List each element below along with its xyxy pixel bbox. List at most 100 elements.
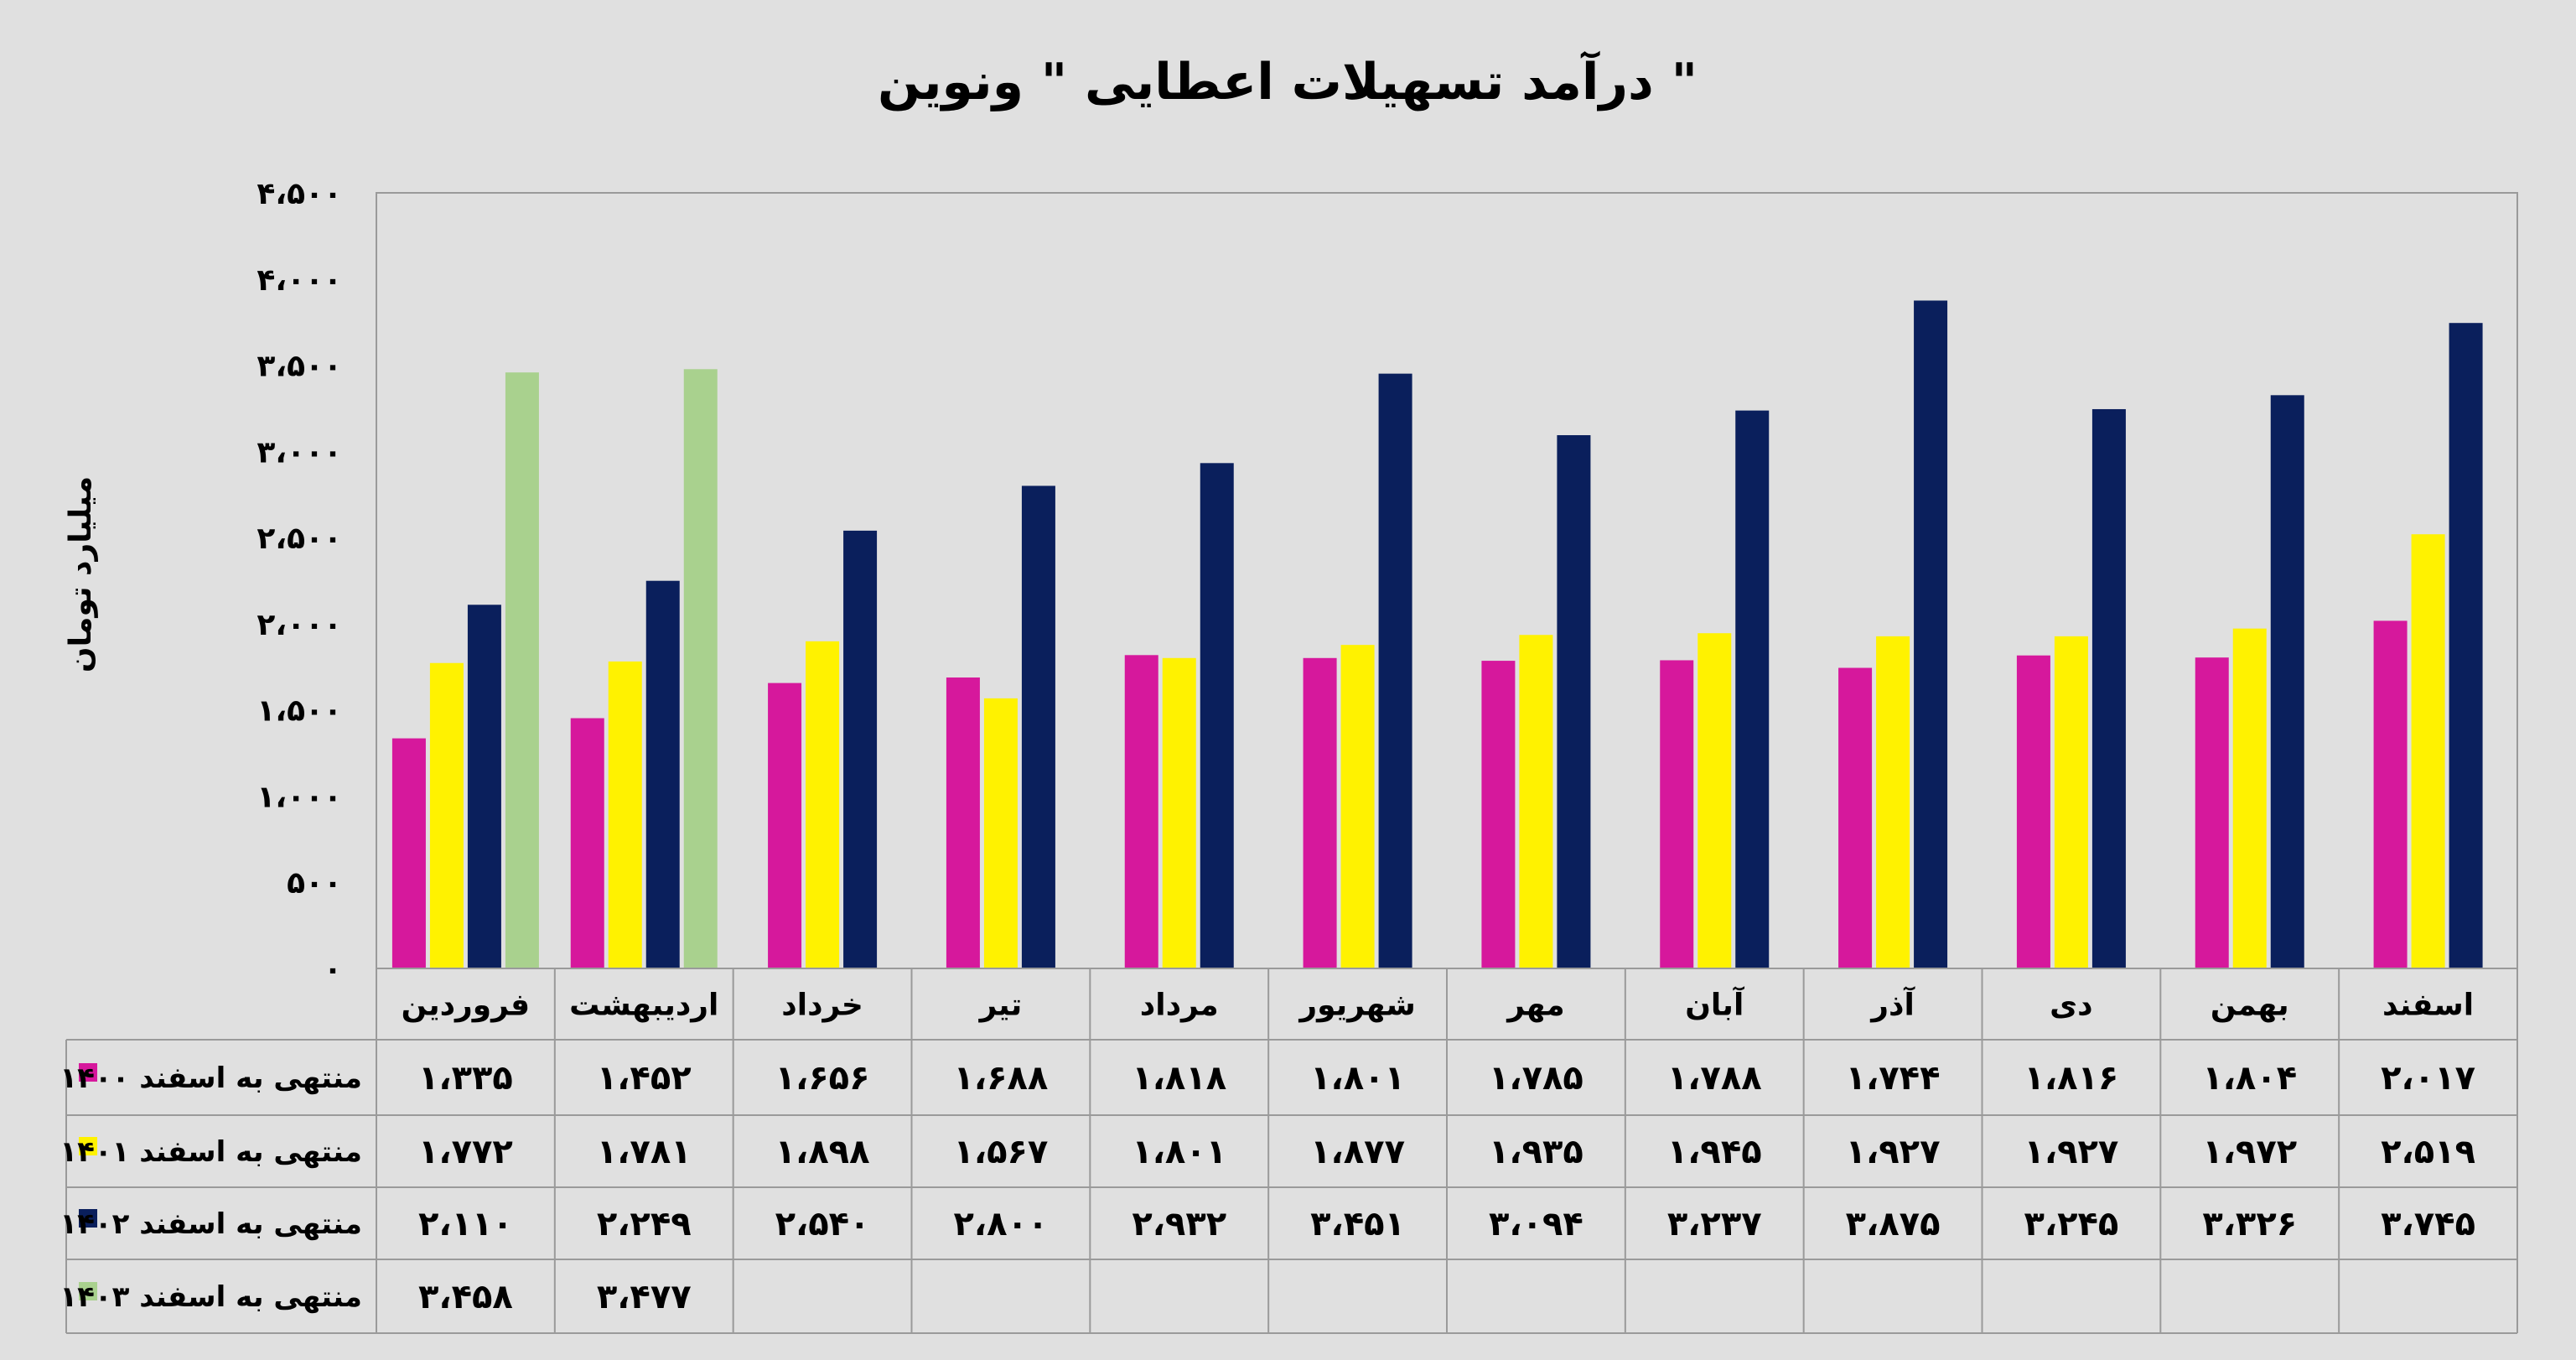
data-label: ۲،۸۰۰: [953, 1205, 1048, 1243]
legend-label: منتهی به اسفند ۱۴۰۳: [60, 1280, 362, 1314]
y-tick-label: ۴،۵۰۰: [257, 177, 342, 211]
data-label: ۲،۰۱۷: [2381, 1059, 2475, 1098]
bar: [1378, 373, 1412, 968]
bar: [1303, 657, 1337, 968]
legend-label: منتهی به اسفند ۱۴۰۰: [60, 1062, 362, 1095]
legend-swatch: [79, 1282, 97, 1300]
category-label: دی: [2050, 989, 2092, 1023]
data-label: ۳،۲۳۷: [1667, 1205, 1762, 1243]
bar: [2411, 534, 2445, 968]
bar: [1340, 645, 1375, 968]
data-label: ۱،۷۸۱: [597, 1133, 692, 1171]
bar: [391, 738, 426, 968]
category-label: شهریور: [1298, 989, 1415, 1023]
data-label: ۱،۹۷۲: [2202, 1133, 2297, 1171]
bar: [2054, 636, 2088, 968]
bar: [608, 661, 642, 968]
bar: [2016, 655, 2050, 968]
bar: [983, 698, 1018, 968]
bar: [1021, 485, 1055, 968]
data-label: ۲،۵۱۹: [2381, 1133, 2475, 1171]
bar: [683, 369, 718, 968]
data-label: ۱،۹۲۷: [1846, 1133, 1941, 1171]
bar: [2373, 620, 2408, 968]
data-label: ۱،۷۸۵: [1489, 1059, 1583, 1098]
bar: [1519, 635, 1553, 968]
bar: [1200, 463, 1234, 968]
data-label: ۳،۰۹۴: [1489, 1205, 1583, 1243]
data-label: ۱،۴۵۲: [597, 1059, 692, 1098]
data-label: ۳،۷۴۵: [2381, 1205, 2475, 1243]
bar: [946, 677, 980, 968]
bar: [768, 683, 802, 968]
category-label: آذر: [1869, 986, 1915, 1023]
legend-label: منتهی به اسفند ۱۴۰۱: [60, 1135, 362, 1169]
y-tick-label: ۱،۰۰۰: [257, 780, 342, 814]
data-label: ۱،۷۸۸: [1667, 1059, 1762, 1098]
data-label: ۱،۳۳۵: [418, 1059, 513, 1098]
bar: [1124, 655, 1158, 968]
data-label: ۱،۷۷۲: [418, 1133, 513, 1171]
data-label: ۲،۹۳۲: [1132, 1205, 1226, 1243]
data-label: ۳،۴۵۸: [418, 1278, 513, 1316]
data-label: ۲،۲۴۹: [597, 1205, 692, 1243]
legend-label: منتهی به اسفند ۱۴۰۲: [60, 1207, 362, 1241]
bar: [1838, 667, 1873, 968]
bar: [2449, 323, 2483, 968]
bar: [1697, 633, 1732, 968]
y-tick-label: ۳،۰۰۰: [257, 435, 342, 470]
bar: [1481, 661, 1516, 968]
data-label: ۱،۷۴۴: [1846, 1059, 1941, 1098]
data-table: فروردین اردیبهشت خرداد تیر مرداد شهریور مهر آبا…: [60, 968, 2518, 1334]
y-tick-label: ۴،۰۰۰: [257, 263, 342, 298]
bar: [505, 372, 539, 968]
data-label: ۱،۸۱۸: [1132, 1059, 1226, 1098]
data-label: ۱،۸۱۶: [2024, 1059, 2118, 1098]
bar: [570, 718, 604, 968]
data-label: ۱،۹۴۵: [1667, 1133, 1762, 1171]
bar: [2091, 408, 2126, 968]
y-tick-label: ۵۰۰: [287, 866, 342, 901]
bars: [391, 300, 2483, 968]
y-tick-label: ۲،۰۰۰: [257, 608, 342, 642]
category-label: مرداد: [1140, 989, 1219, 1023]
data-label: ۱،۸۹۸: [775, 1133, 870, 1171]
chart-title: درآمد تسهیلات اعطایی " ونوین ": [878, 50, 1697, 112]
data-label: ۱،۸۰۱: [1310, 1059, 1405, 1098]
y-tick-label: ۳،۵۰۰: [257, 350, 342, 384]
category-label: اردیبهشت: [569, 989, 718, 1023]
bar: [1914, 300, 1948, 968]
y-tick-label: ۱،۵۰۰: [257, 694, 342, 729]
data-label: ۲،۱۱۰: [418, 1205, 513, 1243]
data-label: ۳،۳۲۶: [2202, 1205, 2297, 1243]
category-label: خرداد: [781, 989, 863, 1023]
bar: [645, 580, 680, 968]
data-label: ۱،۶۸۸: [953, 1059, 1048, 1098]
category-label: اسفند: [2382, 989, 2474, 1023]
bar: [2270, 395, 2304, 968]
y-axis-ticks: ۰ ۵۰۰ ۱،۰۰۰ ۱،۵۰۰ ۲،۰۰۰ ۲،۵۰۰ ۳،۰۰۰ ۳،۵۰۰ ۴،۰۰۰ ۴…: [257, 177, 342, 987]
bar: [1735, 410, 1770, 968]
bar: [2195, 657, 2229, 968]
y-tick-label: ۲،۵۰۰: [257, 522, 342, 556]
category-label: تیر: [978, 989, 1023, 1023]
legend-swatch: [79, 1063, 97, 1082]
bar: [1162, 657, 1196, 968]
data-label: ۳،۴۵۱: [1310, 1205, 1405, 1243]
category-label: آبان: [1685, 986, 1745, 1023]
data-label: ۱،۶۵۶: [775, 1059, 870, 1098]
category-label: بهمن: [2211, 989, 2289, 1023]
data-label: ۱،۵۶۷: [953, 1133, 1048, 1171]
data-label: ۲،۵۴۰: [775, 1205, 870, 1243]
bar: [1660, 660, 1694, 968]
data-label: ۳،۲۴۵: [2024, 1205, 2118, 1243]
bar: [429, 662, 464, 968]
bar: [2232, 628, 2267, 968]
data-label: ۱،۸۰۱: [1132, 1133, 1226, 1171]
data-label: ۱،۹۲۷: [2024, 1133, 2118, 1171]
legend-swatch: [79, 1137, 97, 1155]
bar: [1876, 636, 1910, 968]
data-label: ۳،۸۷۵: [1846, 1205, 1941, 1243]
